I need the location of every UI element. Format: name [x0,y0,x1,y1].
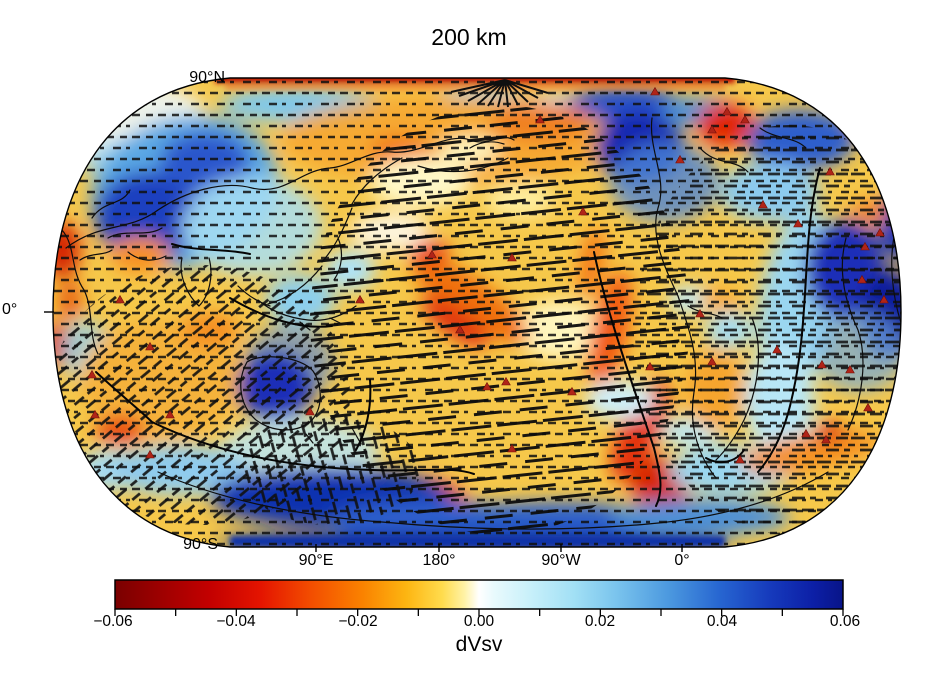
hotspot-triangles [87,86,889,464]
lon-label-0: 0° [674,552,690,569]
colorbar-gradient [114,579,844,610]
lat-label-equator: 0° [2,301,18,318]
colorbar-tick-marks [114,609,844,616]
coastlines [61,117,901,530]
polar-fan [450,79,549,108]
colorbar [114,579,844,616]
plate-boundaries [95,167,821,507]
colorbar-tick-002: 0.02 [584,613,616,630]
colorbar-tick-neg006: −0.06 [93,613,133,630]
colorbar-tick-neg002: −0.02 [338,613,378,630]
lat-label-90s: 90°S [183,536,218,553]
lon-label-90w: 90°W [541,552,581,569]
colorbar-tick-004: 0.04 [706,613,738,630]
lat-label-90n: 90°N [189,69,225,86]
map-outline [52,77,902,548]
lon-label-90e: 90°E [298,552,334,569]
velocity-field [53,78,901,547]
colorbar-tick-zero: 0.00 [463,613,495,630]
colorbar-tick-006: 0.06 [829,613,861,630]
colorbar-label: dVsv [455,633,503,656]
colorbar-tick-neg004: −0.04 [216,613,256,630]
figure-title: 200 km [431,24,507,50]
lon-label-180: 180° [422,552,456,569]
lat-lon-tick-marks [44,311,683,552]
